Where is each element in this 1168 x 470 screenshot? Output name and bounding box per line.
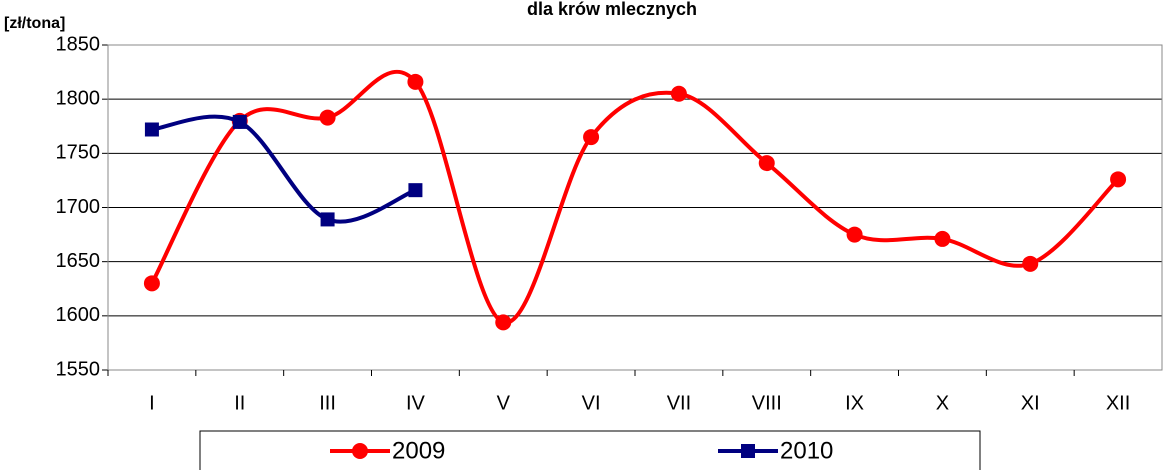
x-tick-label: IX	[845, 392, 864, 414]
legend-label: 2010	[780, 437, 833, 464]
data-point	[144, 122, 159, 137]
data-point	[143, 275, 160, 292]
x-tick-label: VII	[667, 392, 691, 414]
data-point	[320, 212, 335, 227]
data-point	[583, 129, 600, 146]
data-point	[758, 155, 775, 172]
x-tick-label: X	[936, 392, 949, 414]
x-tick-label: III	[319, 392, 336, 414]
y-tick-label: 1700	[56, 196, 101, 218]
data-point	[670, 85, 687, 102]
chart-title: dla krów mlecznych	[527, 0, 697, 19]
x-tick-label: IV	[406, 392, 426, 414]
legend-marker	[741, 444, 755, 458]
data-point	[232, 114, 247, 129]
legend-marker	[352, 443, 368, 459]
y-tick-label: 1750	[56, 142, 101, 164]
data-point	[1022, 255, 1039, 272]
x-tick-label: XI	[1021, 392, 1040, 414]
y-tick-label: 1600	[56, 304, 101, 326]
y-tick-label: 1550	[56, 358, 101, 380]
y-axis-label: [zł/tona]	[4, 15, 65, 32]
data-point	[319, 109, 336, 126]
series-line	[150, 69, 1120, 325]
legend-label: 2009	[392, 437, 445, 464]
x-tick-label: VIII	[752, 392, 782, 414]
y-tick-label: 1850	[56, 33, 101, 55]
x-tick-label: VI	[582, 392, 601, 414]
series-line	[151, 114, 417, 224]
data-point	[934, 230, 951, 247]
x-tick-label: XII	[1106, 392, 1130, 414]
data-point	[408, 183, 423, 198]
data-point	[846, 226, 863, 243]
y-tick-label: 1800	[56, 87, 101, 109]
data-point	[1110, 171, 1127, 188]
x-tick-label: I	[149, 392, 155, 414]
data-point	[407, 73, 424, 90]
legend-box	[199, 430, 981, 470]
x-tick-label: II	[234, 392, 245, 414]
y-tick-label: 1650	[56, 250, 101, 272]
x-tick-label: V	[497, 392, 511, 414]
data-point	[495, 314, 512, 331]
